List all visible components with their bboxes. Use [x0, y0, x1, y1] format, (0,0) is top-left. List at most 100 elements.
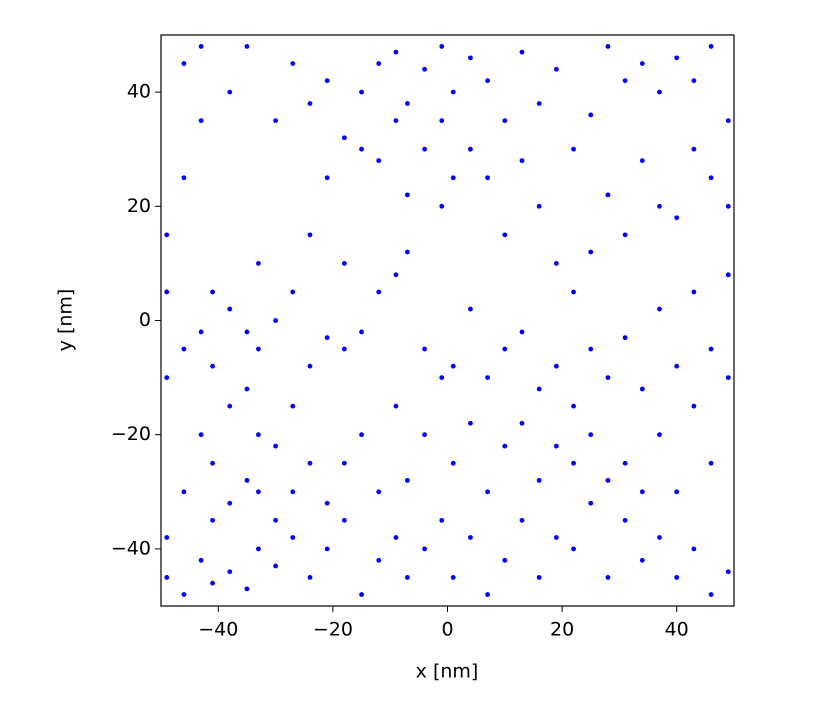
plot-area: [164, 44, 731, 597]
point: [164, 289, 170, 295]
point: [450, 363, 456, 369]
point: [404, 101, 410, 106]
point: [468, 306, 473, 312]
point: [198, 432, 204, 438]
point: [393, 118, 399, 124]
point: [341, 261, 347, 266]
point: [571, 403, 576, 409]
point: [674, 489, 680, 495]
point: [422, 432, 427, 438]
point: [422, 346, 427, 352]
point: [468, 146, 473, 152]
point: [708, 44, 714, 49]
y-tick-label: −40: [111, 537, 151, 559]
point: [404, 575, 410, 580]
point: [210, 363, 215, 369]
point: [536, 101, 542, 106]
point: [657, 535, 662, 540]
x-tick-label: −40: [198, 619, 238, 641]
x-tick-label: 0: [441, 619, 453, 641]
point: [198, 329, 204, 335]
point: [439, 517, 445, 523]
point: [439, 375, 445, 380]
point: [588, 249, 594, 255]
point: [622, 232, 628, 238]
point: [485, 175, 491, 181]
point: [324, 335, 330, 341]
point: [359, 146, 364, 152]
point: [198, 44, 204, 49]
point: [256, 346, 261, 352]
point: [674, 215, 680, 221]
point: [571, 546, 576, 552]
point: [307, 460, 313, 466]
point: [674, 55, 680, 61]
point: [439, 44, 445, 49]
point: [393, 272, 399, 278]
point: [519, 158, 525, 164]
point: [588, 112, 594, 118]
point: [674, 363, 680, 369]
point: [725, 569, 731, 575]
point: [359, 89, 364, 95]
point: [244, 586, 250, 592]
point: [519, 49, 525, 55]
point: [450, 89, 456, 95]
point: [725, 272, 731, 278]
point: [244, 329, 250, 335]
point: [404, 192, 410, 198]
point: [639, 557, 645, 563]
point: [376, 158, 382, 164]
point: [519, 517, 525, 523]
point: [324, 78, 330, 84]
point: [164, 575, 170, 580]
point: [485, 375, 491, 380]
point: [519, 329, 525, 335]
point: [468, 420, 473, 426]
point: [404, 249, 410, 255]
point: [588, 500, 594, 506]
point: [290, 403, 296, 409]
point: [341, 460, 347, 466]
point: [210, 580, 215, 586]
point: [393, 403, 399, 409]
point: [324, 175, 330, 181]
y-tick-label: 20: [127, 195, 151, 217]
point: [181, 592, 187, 597]
point: [307, 363, 313, 369]
point: [376, 489, 382, 495]
point: [198, 118, 204, 124]
point: [256, 261, 261, 266]
point: [164, 535, 170, 540]
point: [622, 517, 628, 523]
point: [708, 592, 714, 597]
point: [450, 175, 456, 181]
point: [307, 101, 313, 106]
point: [571, 289, 576, 295]
point: [256, 546, 261, 552]
point: [553, 66, 559, 72]
point: [376, 557, 382, 563]
point: [502, 443, 508, 449]
point: [571, 460, 576, 466]
point: [393, 49, 399, 55]
point: [376, 289, 382, 295]
point: [244, 44, 250, 49]
point: [502, 118, 508, 124]
point: [210, 460, 215, 466]
point: [256, 489, 261, 495]
point: [422, 146, 427, 152]
point: [359, 432, 364, 438]
point: [404, 477, 410, 483]
point: [708, 346, 714, 352]
x-tick-label: 40: [665, 619, 689, 641]
point: [227, 403, 233, 409]
point: [164, 375, 170, 380]
point: [227, 306, 233, 312]
point: [725, 118, 731, 124]
point: [181, 61, 187, 66]
point: [273, 443, 278, 449]
point: [691, 403, 697, 409]
point: [210, 289, 215, 295]
